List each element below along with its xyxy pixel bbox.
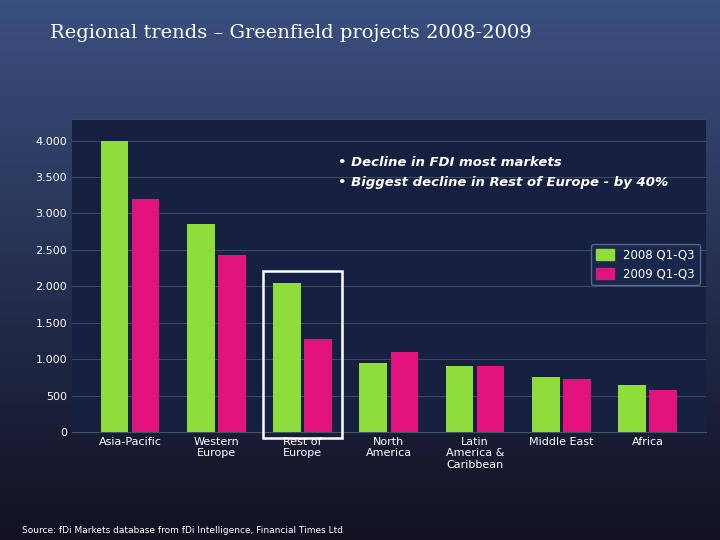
Text: • Decline in FDI most markets
• Biggest decline in Rest of Europe - by 40%: • Decline in FDI most markets • Biggest …	[338, 157, 668, 190]
Bar	[274, 282, 301, 432]
Text: Regional trends – Greenfield projects 2008-2009: Regional trends – Greenfield projects 20…	[50, 24, 532, 42]
Text: Source: fDi Markets database from fDi Intelligence, Financial Times Ltd: Source: fDi Markets database from fDi In…	[22, 525, 343, 535]
Bar	[532, 377, 559, 432]
Bar	[563, 379, 590, 432]
Bar	[446, 367, 473, 432]
Bar	[263, 271, 342, 438]
Bar	[390, 352, 418, 432]
Bar	[649, 390, 677, 432]
Legend: 2008 Q1-Q3, 2009 Q1-Q3: 2008 Q1-Q3, 2009 Q1-Q3	[591, 244, 700, 285]
Bar	[187, 225, 215, 432]
Bar	[477, 367, 504, 432]
Bar	[132, 199, 159, 432]
Bar	[101, 140, 128, 432]
Bar	[359, 363, 387, 432]
Bar	[305, 339, 332, 432]
Bar	[618, 384, 646, 432]
Bar	[218, 255, 246, 432]
